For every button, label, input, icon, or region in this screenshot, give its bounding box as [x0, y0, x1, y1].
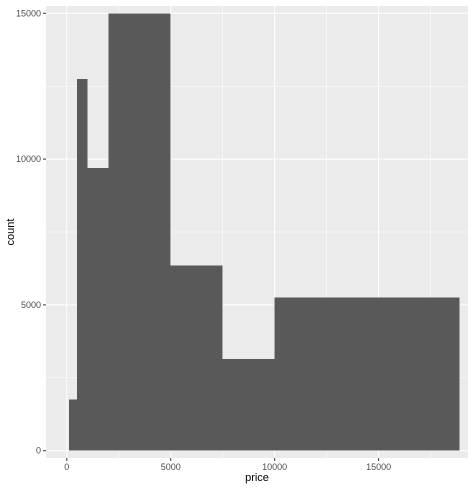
x-tick-label: 10000 [262, 462, 287, 472]
histogram-bar-5 [170, 265, 223, 451]
y-tick-label: 10000 [16, 154, 41, 164]
histogram-bar-6 [222, 358, 275, 451]
x-tick-label: 0 [64, 462, 69, 472]
histogram-bars [68, 13, 460, 451]
histogram-bar-1 [68, 399, 78, 451]
histogram-bar-4 [108, 13, 171, 451]
histogram-bar-3 [87, 167, 109, 451]
x-axis-ticks: 0 5000 10000 15000 [64, 458, 391, 472]
y-axis-ticks: 0 5000 10000 15000 [16, 8, 46, 456]
y-axis-title: count [5, 219, 17, 246]
histogram-bar-7 [274, 297, 460, 451]
x-tick-label: 5000 [161, 462, 181, 472]
y-tick-label: 15000 [16, 8, 41, 18]
histogram-bar-2 [77, 78, 88, 451]
x-tick-label: 15000 [366, 462, 391, 472]
x-axis-title: price [245, 472, 269, 484]
y-tick-label: 5000 [21, 300, 41, 310]
y-tick-label: 0 [36, 446, 41, 456]
